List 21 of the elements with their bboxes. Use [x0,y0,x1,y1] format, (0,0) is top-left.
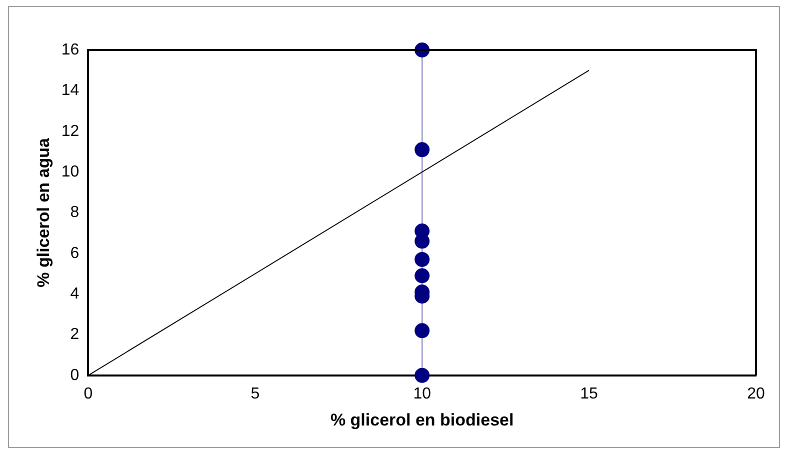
y-tick-label: 2 [70,326,80,344]
x-tick-label: 20 [747,385,765,402]
x-tick-label: 10 [413,385,432,402]
y-tick-label: 10 [61,163,80,180]
x-axis-title: % glicerol en biodiesel [330,410,514,430]
point [414,252,430,267]
point [414,268,430,284]
y-tick-label: 12 [61,122,80,140]
x-tick-label: 15 [580,385,598,402]
y-tick-label: 6 [70,244,80,262]
x-tick-label: 0 [84,385,93,402]
y-tick-label: 0 [70,366,80,384]
y-tick-label: 4 [70,285,80,302]
y-tick-label: 14 [61,82,80,100]
y-axis-title: % glicerol en agua [34,138,53,288]
point [414,142,430,158]
x-tick-label: 5 [250,385,260,402]
y-tick-label: 8 [70,204,80,222]
point [414,368,430,383]
y-tick-label: 16 [61,41,80,58]
point [414,323,430,338]
